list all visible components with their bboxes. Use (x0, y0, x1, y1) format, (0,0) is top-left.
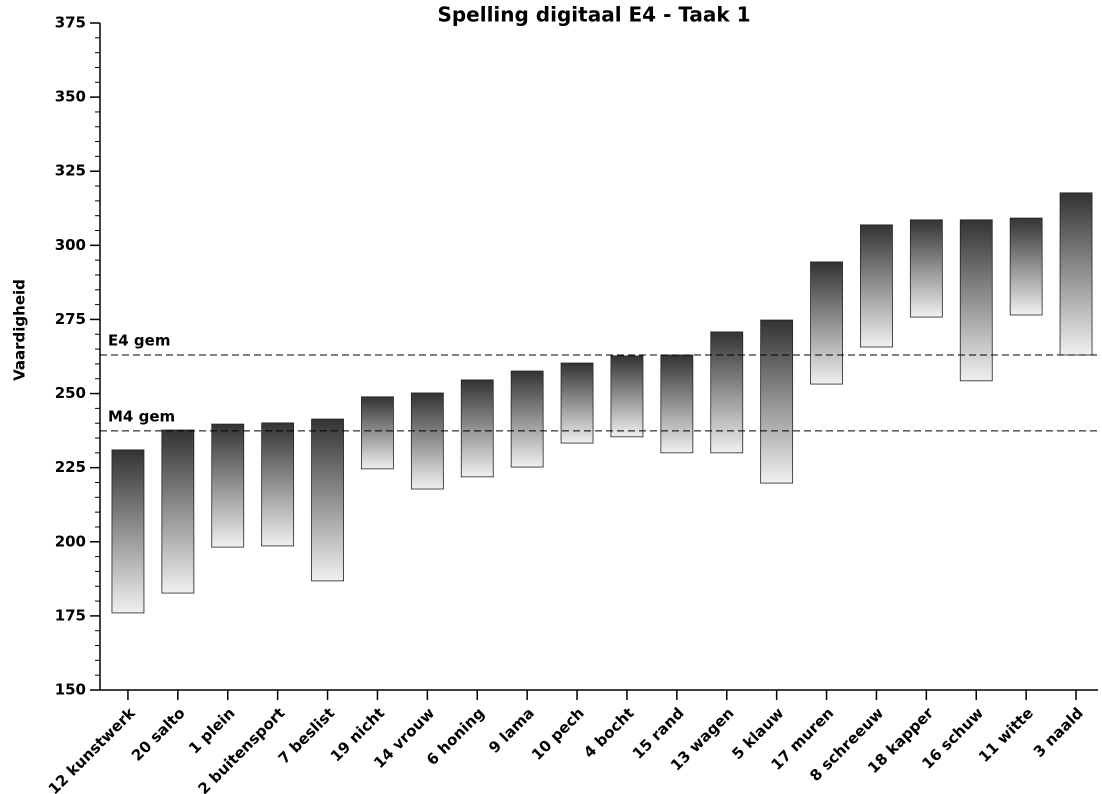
y-tick-label: 225 (55, 458, 86, 476)
x-tick-label: 4 bocht (580, 704, 638, 762)
bar (909, 219, 943, 318)
x-tick-label: 20 salto (128, 704, 189, 765)
x-tick-label: 11 witte (975, 704, 1037, 766)
x-tick-label: 2 buitensport (195, 704, 289, 794)
bar (710, 331, 744, 454)
y-tick-label: 375 (55, 14, 86, 32)
reference-label: E4 gem (108, 332, 170, 350)
y-tick-label: 175 (55, 606, 86, 624)
y-axis-label: Vaardigheid (11, 279, 29, 381)
bar (810, 261, 843, 385)
bar (161, 429, 195, 594)
y-tick-label: 200 (55, 532, 86, 550)
y-tick-label: 150 (55, 681, 86, 699)
y-tick-label: 325 (55, 162, 86, 180)
bar (311, 418, 344, 582)
bar (460, 379, 494, 478)
bar (361, 396, 394, 470)
chart-title: Spelling digitaal E4 - Taak 1 (437, 3, 750, 27)
y-tick-label: 275 (55, 310, 86, 328)
bar (560, 362, 594, 444)
y-tick-label: 350 (55, 88, 86, 106)
y-tick-label: 250 (55, 384, 86, 402)
bar (610, 355, 644, 438)
bar (760, 319, 794, 484)
bar (1009, 217, 1043, 316)
x-tick-label: 3 naald (1030, 704, 1087, 761)
bar (261, 422, 295, 547)
x-tick-label: 12 kunstwerk (45, 703, 140, 794)
x-tick-label: 10 pech (528, 704, 588, 764)
reference-label: M4 gem (108, 407, 175, 425)
y-tick-label: 300 (55, 236, 86, 254)
bar (1059, 192, 1093, 356)
bar (860, 224, 893, 348)
bar (410, 392, 444, 490)
bar (211, 423, 245, 548)
bar (660, 354, 694, 454)
bar (111, 449, 145, 614)
bar (959, 219, 993, 382)
bar (510, 370, 544, 468)
